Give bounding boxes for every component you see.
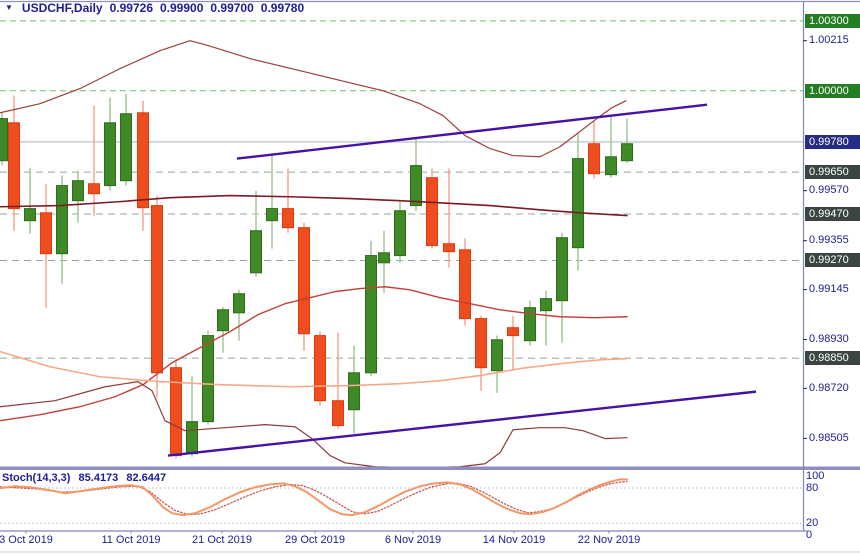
date-label: 29 Oct 2019 (285, 534, 345, 546)
stoch-indicator-label[interactable]: Stoch(14,3,3) 85.4173 82.6447 (2, 472, 166, 484)
stoch-main-value: 85.4173 (78, 472, 119, 484)
candle-body (202, 335, 214, 423)
candle-body (410, 165, 422, 207)
panel-separator (0, 466, 860, 470)
price-level-badge: 1.00300 (805, 13, 860, 28)
candle-body (365, 255, 377, 374)
candle-body (24, 208, 36, 222)
candle-body (348, 372, 360, 411)
stoch-main-line (0, 478, 628, 517)
candle-body (104, 122, 116, 187)
stoch-signal-value: 82.6447 (126, 472, 167, 484)
stoch-axis-label: 0 (806, 529, 813, 542)
price-level-badge: 0.98850 (805, 351, 860, 366)
candle-body (605, 156, 617, 176)
candle-body (266, 208, 278, 222)
price-level-badge: 0.99780 (805, 134, 860, 149)
candle-body (491, 339, 503, 372)
candle-body (151, 205, 163, 374)
candle-body (298, 227, 310, 335)
candle-body (170, 367, 182, 457)
candle-body (524, 307, 536, 342)
upper-band (0, 40, 627, 158)
candle-body (72, 180, 84, 202)
medium-ma (0, 286, 628, 422)
candle-body (540, 298, 552, 312)
date-label: 11 Oct 2019 (101, 534, 161, 546)
candle-body (120, 113, 132, 182)
lower-band (0, 381, 628, 469)
symbol-header: ▼ USDCHF,Daily 0.99726 0.99900 0.99700 0… (5, 0, 305, 15)
symbol-timeframe-label: USDCHF,Daily (21, 0, 103, 15)
date-label: 14 Nov 2019 (482, 534, 546, 546)
candle-body (137, 112, 149, 209)
price-level-badge: 1.00000 (805, 83, 860, 98)
slow-ma (0, 194, 628, 217)
price-level-badge: 0.99650 (805, 165, 860, 180)
stoch-axis-label: 80 (806, 482, 819, 494)
candle-body (40, 212, 52, 255)
price-axis-label: 0.99145 (809, 283, 849, 296)
candle-body (332, 400, 344, 427)
salmon-ma (0, 350, 628, 388)
candle-body (588, 143, 600, 175)
candle-body (556, 237, 568, 302)
price-axis-label: 0.99355 (809, 234, 849, 247)
candle-body (459, 249, 471, 320)
candle-body (507, 327, 519, 337)
candle-body (378, 252, 390, 264)
price-axis-label: 0.99570 (809, 184, 849, 197)
price-axis-label: 1.00215 (809, 34, 849, 47)
candle-body (475, 318, 487, 369)
candle-body (8, 122, 20, 210)
candle-body (250, 230, 262, 274)
date-label: 21 Oct 2019 (192, 534, 252, 546)
candle-body (443, 243, 455, 253)
candle-body (572, 158, 584, 249)
candle-body (0, 118, 8, 162)
stoch-axis-label: 20 (806, 517, 819, 530)
candle-body (282, 208, 294, 229)
candle-body (394, 210, 406, 257)
collapse-chart-icon[interactable]: ▼ (5, 3, 13, 12)
candle-body (426, 177, 438, 247)
close-price-value: 0.99780 (260, 0, 305, 15)
lower-channel-trendline (167, 390, 757, 457)
candle-body (88, 183, 100, 195)
candle-body (186, 421, 198, 455)
candle-body (217, 309, 229, 332)
upper-channel-trendline (236, 103, 708, 160)
price-axis-label: 0.98720 (809, 381, 849, 394)
price-level-badge: 0.99270 (805, 253, 860, 268)
candle-body (233, 293, 245, 314)
stoch-name-label: Stoch(14,3,3) (2, 472, 71, 484)
price-axis-label: 0.98930 (809, 333, 849, 346)
date-label: 6 Nov 2019 (384, 534, 442, 546)
price-axis-label: 0.98505 (809, 431, 849, 444)
open-price-value: 0.99726 (109, 0, 153, 15)
date-label: 3 Oct 2019 (0, 534, 53, 546)
candle-body (314, 335, 326, 402)
candle-body (56, 185, 68, 255)
price-level-badge: 0.99470 (805, 206, 860, 221)
low-price-value: 0.99700 (210, 0, 254, 15)
stoch-axis-label: 100 (806, 470, 825, 483)
date-label: 22 Nov 2019 (577, 534, 641, 546)
candle-body (621, 143, 633, 162)
high-price-value: 0.99900 (160, 0, 204, 15)
